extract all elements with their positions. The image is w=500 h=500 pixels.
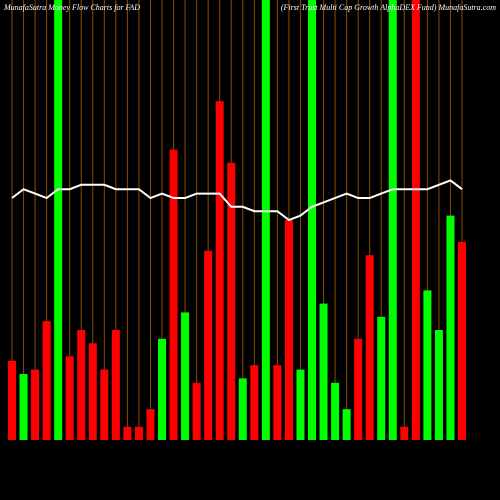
bar <box>88 343 97 440</box>
bar <box>77 330 86 440</box>
chart-title: MunafaSutra Money Flow Charts for FAD <box>3 3 140 12</box>
bar <box>134 426 143 440</box>
bar <box>331 382 340 440</box>
bar <box>31 369 40 440</box>
bar <box>319 303 328 440</box>
bar <box>238 378 247 440</box>
bar <box>458 242 466 440</box>
bar <box>354 338 363 440</box>
bar <box>411 0 420 440</box>
bar <box>365 255 374 440</box>
bar <box>446 215 455 440</box>
bar <box>250 365 259 440</box>
bar <box>261 0 270 440</box>
bar <box>192 382 201 440</box>
bar <box>181 312 190 440</box>
bar <box>273 365 282 440</box>
bar <box>204 250 213 440</box>
bar <box>400 426 409 440</box>
bar <box>65 356 74 440</box>
bar <box>296 369 305 440</box>
bar <box>100 369 109 440</box>
bar <box>215 101 224 440</box>
bar <box>19 374 28 440</box>
bar <box>284 220 293 440</box>
bar <box>158 338 166 440</box>
bar <box>423 290 432 440</box>
bar <box>146 409 155 440</box>
chart-subtitle: (First Trust Multi Cap Growth AlphaDEX F… <box>281 3 496 12</box>
bar <box>111 330 120 440</box>
bar <box>308 0 316 440</box>
bar <box>54 0 63 440</box>
bar <box>169 149 178 440</box>
bar <box>227 162 236 441</box>
line <box>11 179 463 222</box>
plot <box>8 0 466 441</box>
bar <box>434 330 443 440</box>
bar <box>377 316 386 440</box>
bar <box>8 360 16 440</box>
bar <box>123 426 132 440</box>
bar <box>342 409 351 440</box>
bar <box>42 321 51 440</box>
bar <box>388 0 397 440</box>
